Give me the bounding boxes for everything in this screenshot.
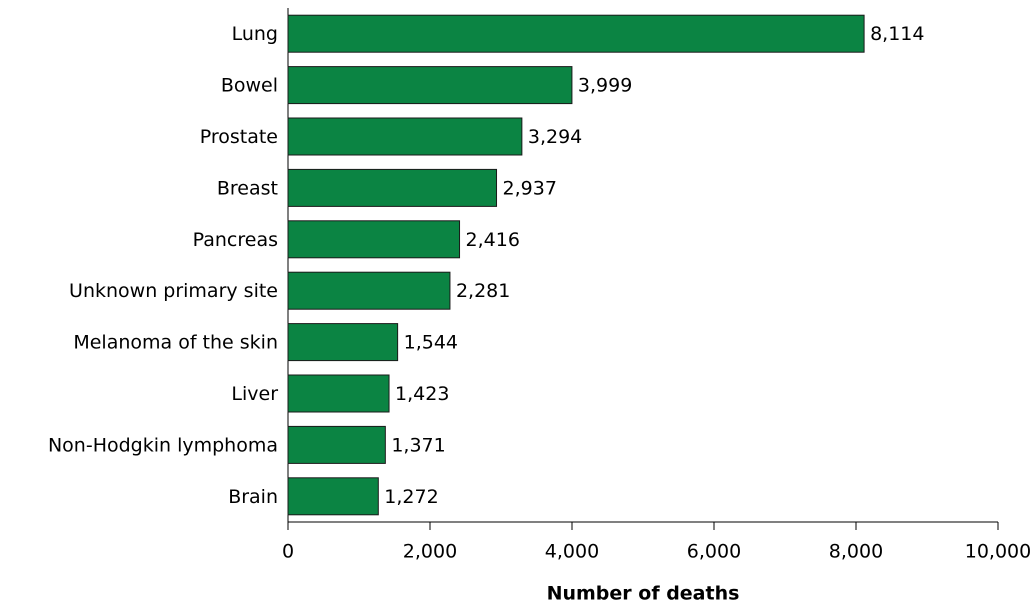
bar — [287, 14, 865, 53]
value-label: 1,423 — [395, 383, 449, 405]
value-label: 2,416 — [466, 229, 520, 251]
bar — [287, 117, 523, 156]
x-tick-label: 0 — [282, 541, 294, 563]
y-tick-label: Liver — [231, 383, 278, 405]
x-tick-label: 6,000 — [687, 541, 741, 563]
y-tick-label: Melanoma of the skin — [73, 332, 278, 354]
value-label: 1,371 — [391, 434, 445, 456]
value-label: 8,114 — [870, 23, 924, 45]
value-label: 2,281 — [456, 280, 510, 302]
y-tick-label: Prostate — [200, 126, 278, 148]
x-tick-label: 10,000 — [965, 541, 1031, 563]
bar — [287, 374, 390, 413]
value-label: 3,294 — [528, 126, 582, 148]
x-tick-label: 2,000 — [403, 541, 457, 563]
y-tick-label: Breast — [217, 177, 278, 199]
bar — [287, 323, 399, 362]
value-label: 3,999 — [578, 75, 632, 97]
y-tick-label: Brain — [228, 486, 278, 508]
bar — [287, 271, 451, 310]
y-tick-label: Non-Hodgkin lymphoma — [48, 434, 278, 456]
value-label: 2,937 — [503, 177, 557, 199]
x-axis-label: Number of deaths — [547, 583, 740, 605]
x-tick-label: 8,000 — [829, 541, 883, 563]
bar — [287, 168, 498, 207]
bar — [287, 66, 573, 105]
value-label: 1,272 — [384, 486, 438, 508]
x-tick-label: 4,000 — [545, 541, 599, 563]
y-tick-label: Lung — [232, 23, 278, 45]
y-tick-label: Unknown primary site — [69, 280, 278, 302]
bar — [287, 220, 461, 259]
bar — [287, 425, 386, 464]
y-tick-label: Pancreas — [193, 229, 278, 251]
bar — [287, 477, 379, 516]
y-tick-label: Bowel — [221, 75, 278, 97]
value-label: 1,544 — [404, 332, 458, 354]
